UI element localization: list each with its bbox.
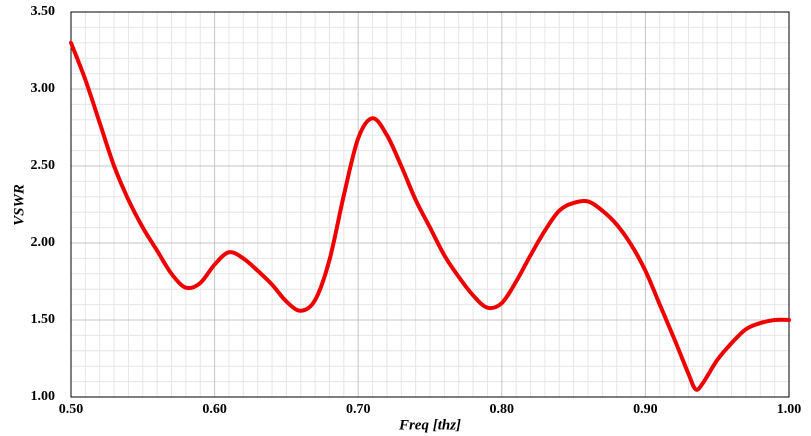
y-tick-label: 1.50 — [31, 312, 56, 327]
y-axis-title: VSWR — [11, 184, 27, 226]
y-tick-label: 3.00 — [31, 81, 56, 96]
y-tick-label: 1.00 — [31, 389, 56, 404]
line-series — [69, 40, 791, 392]
x-tick-label: 1.00 — [777, 402, 802, 417]
plot-frame — [70, 11, 790, 398]
y-tick-label: 2.00 — [31, 235, 56, 250]
y-tick-label: 3.50 — [31, 4, 56, 19]
x-tick-label: 0.60 — [202, 402, 227, 417]
y-tick-label: 2.50 — [31, 158, 56, 173]
x-tick-label: 0.90 — [633, 402, 658, 417]
x-tick-label: 0.50 — [59, 402, 84, 417]
x-axis-title: Freq [thz] — [398, 417, 461, 433]
x-tick-label: 0.80 — [490, 402, 515, 417]
x-tick-label: 0.70 — [346, 402, 371, 417]
